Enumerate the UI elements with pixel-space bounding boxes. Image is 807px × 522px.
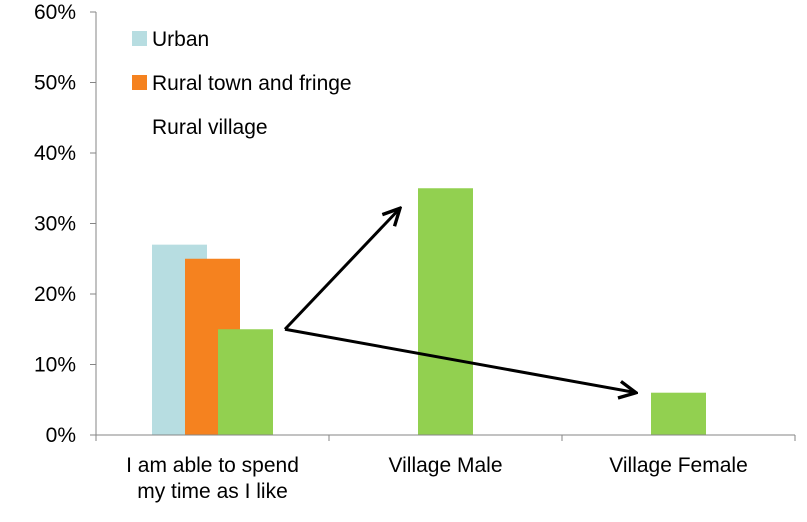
annotation-arrow-1 xyxy=(283,208,400,331)
annotations xyxy=(283,208,636,392)
bar-rural-village-cat-1 xyxy=(418,188,473,435)
legend-swatch-rural-town-and-fringe xyxy=(132,75,147,90)
y-tick-label: 60% xyxy=(34,1,76,24)
y-tick-label: 20% xyxy=(34,283,76,306)
y-tick-label: 40% xyxy=(34,142,76,165)
legend-label: Rural village xyxy=(152,116,268,139)
legend-label: Rural town and fringe xyxy=(152,72,352,95)
bar-rural-village-cat-2 xyxy=(651,392,706,435)
legend-label: Urban xyxy=(152,28,209,51)
annotation-arrow-2 xyxy=(284,327,636,392)
y-tick-label: 30% xyxy=(34,213,76,236)
y-tick-label: 10% xyxy=(34,354,76,377)
legend-swatch-rural-village xyxy=(132,119,147,134)
y-tick-label: 50% xyxy=(34,72,76,95)
axes: 0% 10% 20% 30% 40% 50% 60% I am able to spend my… xyxy=(34,1,796,503)
x-category-label: Village Male xyxy=(388,454,502,477)
legend-swatch-urban xyxy=(132,31,147,46)
bars xyxy=(152,188,706,435)
legend: Urban Rural town and fringe Rural village xyxy=(132,28,352,139)
x-category-label: Village Female xyxy=(609,454,748,477)
x-category-label: my time as I like xyxy=(137,480,288,503)
y-tick-label: 0% xyxy=(46,424,76,447)
x-category-label: I am able to spend xyxy=(126,454,299,477)
bar-rural-village-cat-0 xyxy=(218,329,273,435)
